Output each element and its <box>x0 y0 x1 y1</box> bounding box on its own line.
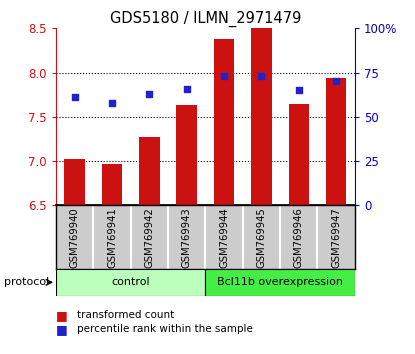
Text: GSM769940: GSM769940 <box>70 207 80 268</box>
Point <box>258 73 265 79</box>
Text: GSM769946: GSM769946 <box>294 207 304 268</box>
Bar <box>102 164 122 205</box>
Point <box>71 95 78 100</box>
Bar <box>251 28 272 205</box>
Bar <box>139 137 160 205</box>
Bar <box>64 159 85 205</box>
Text: ■: ■ <box>56 323 68 336</box>
Text: transformed count: transformed count <box>77 310 174 320</box>
Text: Bcl11b overexpression: Bcl11b overexpression <box>217 277 343 287</box>
Text: GSM769941: GSM769941 <box>107 207 117 268</box>
Bar <box>326 78 347 205</box>
Title: GDS5180 / ILMN_2971479: GDS5180 / ILMN_2971479 <box>110 11 301 27</box>
Point <box>221 73 227 79</box>
Point <box>146 91 153 97</box>
Bar <box>288 104 309 205</box>
Text: GSM769943: GSM769943 <box>182 207 192 268</box>
Text: ■: ■ <box>56 309 68 321</box>
Text: GSM769945: GSM769945 <box>256 207 266 268</box>
Text: GSM769947: GSM769947 <box>331 207 341 268</box>
Bar <box>205 269 355 296</box>
Text: GSM769942: GSM769942 <box>144 207 154 268</box>
Text: percentile rank within the sample: percentile rank within the sample <box>77 324 253 334</box>
Text: control: control <box>111 277 150 287</box>
Point <box>333 79 339 84</box>
Point <box>109 100 115 105</box>
Bar <box>56 269 205 296</box>
Bar <box>176 105 197 205</box>
Text: protocol: protocol <box>4 277 49 287</box>
Point <box>295 87 302 93</box>
Bar <box>214 39 234 205</box>
Point <box>183 86 190 91</box>
Text: GSM769944: GSM769944 <box>219 207 229 268</box>
